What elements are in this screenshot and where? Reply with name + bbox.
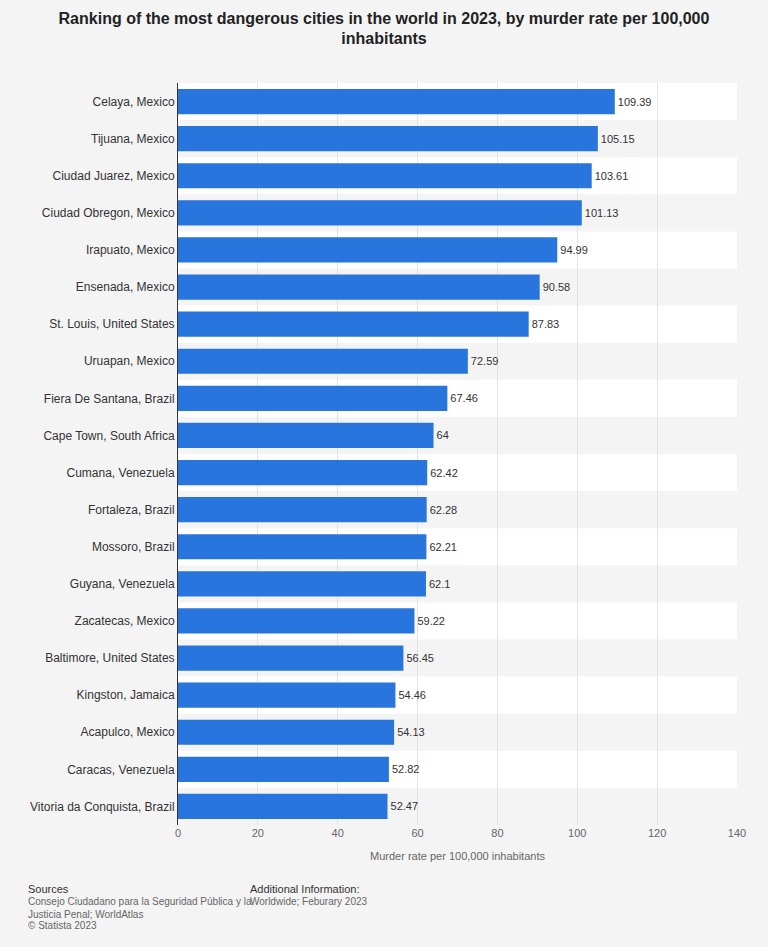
svg-text:Fortaleza, Brazil: Fortaleza, Brazil	[88, 503, 175, 517]
svg-text:St. Louis, United States: St. Louis, United States	[49, 317, 174, 331]
svg-text:Kingston, Jamaica: Kingston, Jamaica	[77, 688, 175, 702]
svg-text:59.22: 59.22	[417, 615, 445, 627]
svg-text:94.99: 94.99	[560, 244, 588, 256]
svg-text:52.47: 52.47	[391, 800, 419, 812]
svg-text:54.46: 54.46	[398, 689, 426, 701]
svg-text:109.39: 109.39	[618, 96, 652, 108]
svg-text:Vitoria da Conquista, Brazil: Vitoria da Conquista, Brazil	[30, 800, 175, 814]
svg-text:120: 120	[648, 827, 666, 839]
svg-text:Guyana, Venezuela: Guyana, Venezuela	[70, 577, 175, 591]
svg-text:52.82: 52.82	[392, 763, 420, 775]
svg-text:62.42: 62.42	[430, 467, 458, 479]
svg-text:Cape Town, South Africa: Cape Town, South Africa	[43, 429, 175, 443]
svg-text:Fiera De Santana, Brazil: Fiera De Santana, Brazil	[44, 392, 175, 406]
svg-text:Murder rate per 100,000 inhabi: Murder rate per 100,000 inhabitants	[370, 850, 545, 862]
svg-text:62.28: 62.28	[430, 504, 458, 516]
svg-text:20: 20	[252, 827, 264, 839]
svg-text:67.46: 67.46	[450, 392, 478, 404]
svg-text:40: 40	[332, 827, 344, 839]
svg-text:56.45: 56.45	[406, 652, 434, 664]
svg-text:Irapuato, Mexico: Irapuato, Mexico	[86, 243, 175, 257]
svg-text:Uruapan, Mexico: Uruapan, Mexico	[84, 354, 175, 368]
svg-text:64: 64	[437, 429, 449, 441]
svg-text:Zacatecas, Mexico: Zacatecas, Mexico	[75, 614, 175, 628]
svg-text:101.13: 101.13	[585, 207, 619, 219]
svg-text:54.13: 54.13	[397, 726, 425, 738]
svg-text:Additional Information:: Additional Information:	[250, 883, 359, 895]
svg-text:72.59: 72.59	[471, 355, 499, 367]
svg-text:Ensenada, Mexico: Ensenada, Mexico	[76, 280, 175, 294]
svg-text:62.21: 62.21	[429, 541, 457, 553]
svg-text:105.15: 105.15	[601, 133, 635, 145]
svg-text:Caracas, Venezuela: Caracas, Venezuela	[67, 763, 175, 777]
svg-text:90.58: 90.58	[543, 281, 571, 293]
svg-text:Worldwide; Feburary 2023: Worldwide; Feburary 2023	[250, 896, 368, 907]
svg-text:Acapulco, Mexico: Acapulco, Mexico	[81, 725, 175, 739]
svg-text:Mossoro, Brazil: Mossoro, Brazil	[92, 540, 175, 554]
svg-text:Consejo Ciudadano para la Segu: Consejo Ciudadano para la Seguridad Públ…	[28, 896, 252, 920]
svg-text:0: 0	[175, 827, 181, 839]
svg-text:© Statista 2023: © Statista 2023	[28, 920, 97, 931]
svg-text:60: 60	[411, 827, 423, 839]
svg-text:Ranking of the most dangerous: Ranking of the most dangerous cities in …	[59, 10, 710, 48]
svg-text:Tijuana, Mexico: Tijuana, Mexico	[91, 132, 175, 146]
svg-text:Cumana, Venezuela: Cumana, Venezuela	[67, 466, 175, 480]
svg-text:100: 100	[568, 827, 586, 839]
svg-text:Ciudad Juarez, Mexico: Ciudad Juarez, Mexico	[53, 169, 175, 183]
svg-text:87.83: 87.83	[532, 318, 560, 330]
svg-text:103.61: 103.61	[595, 170, 629, 182]
svg-text:Sources: Sources	[28, 883, 69, 895]
svg-text:Baltimore, United States: Baltimore, United States	[45, 651, 174, 665]
svg-text:80: 80	[491, 827, 503, 839]
svg-text:62.1: 62.1	[429, 578, 450, 590]
svg-text:Ciudad Obregon, Mexico: Ciudad Obregon, Mexico	[42, 206, 175, 220]
svg-text:Celaya, Mexico: Celaya, Mexico	[93, 95, 175, 109]
svg-text:140: 140	[728, 827, 746, 839]
